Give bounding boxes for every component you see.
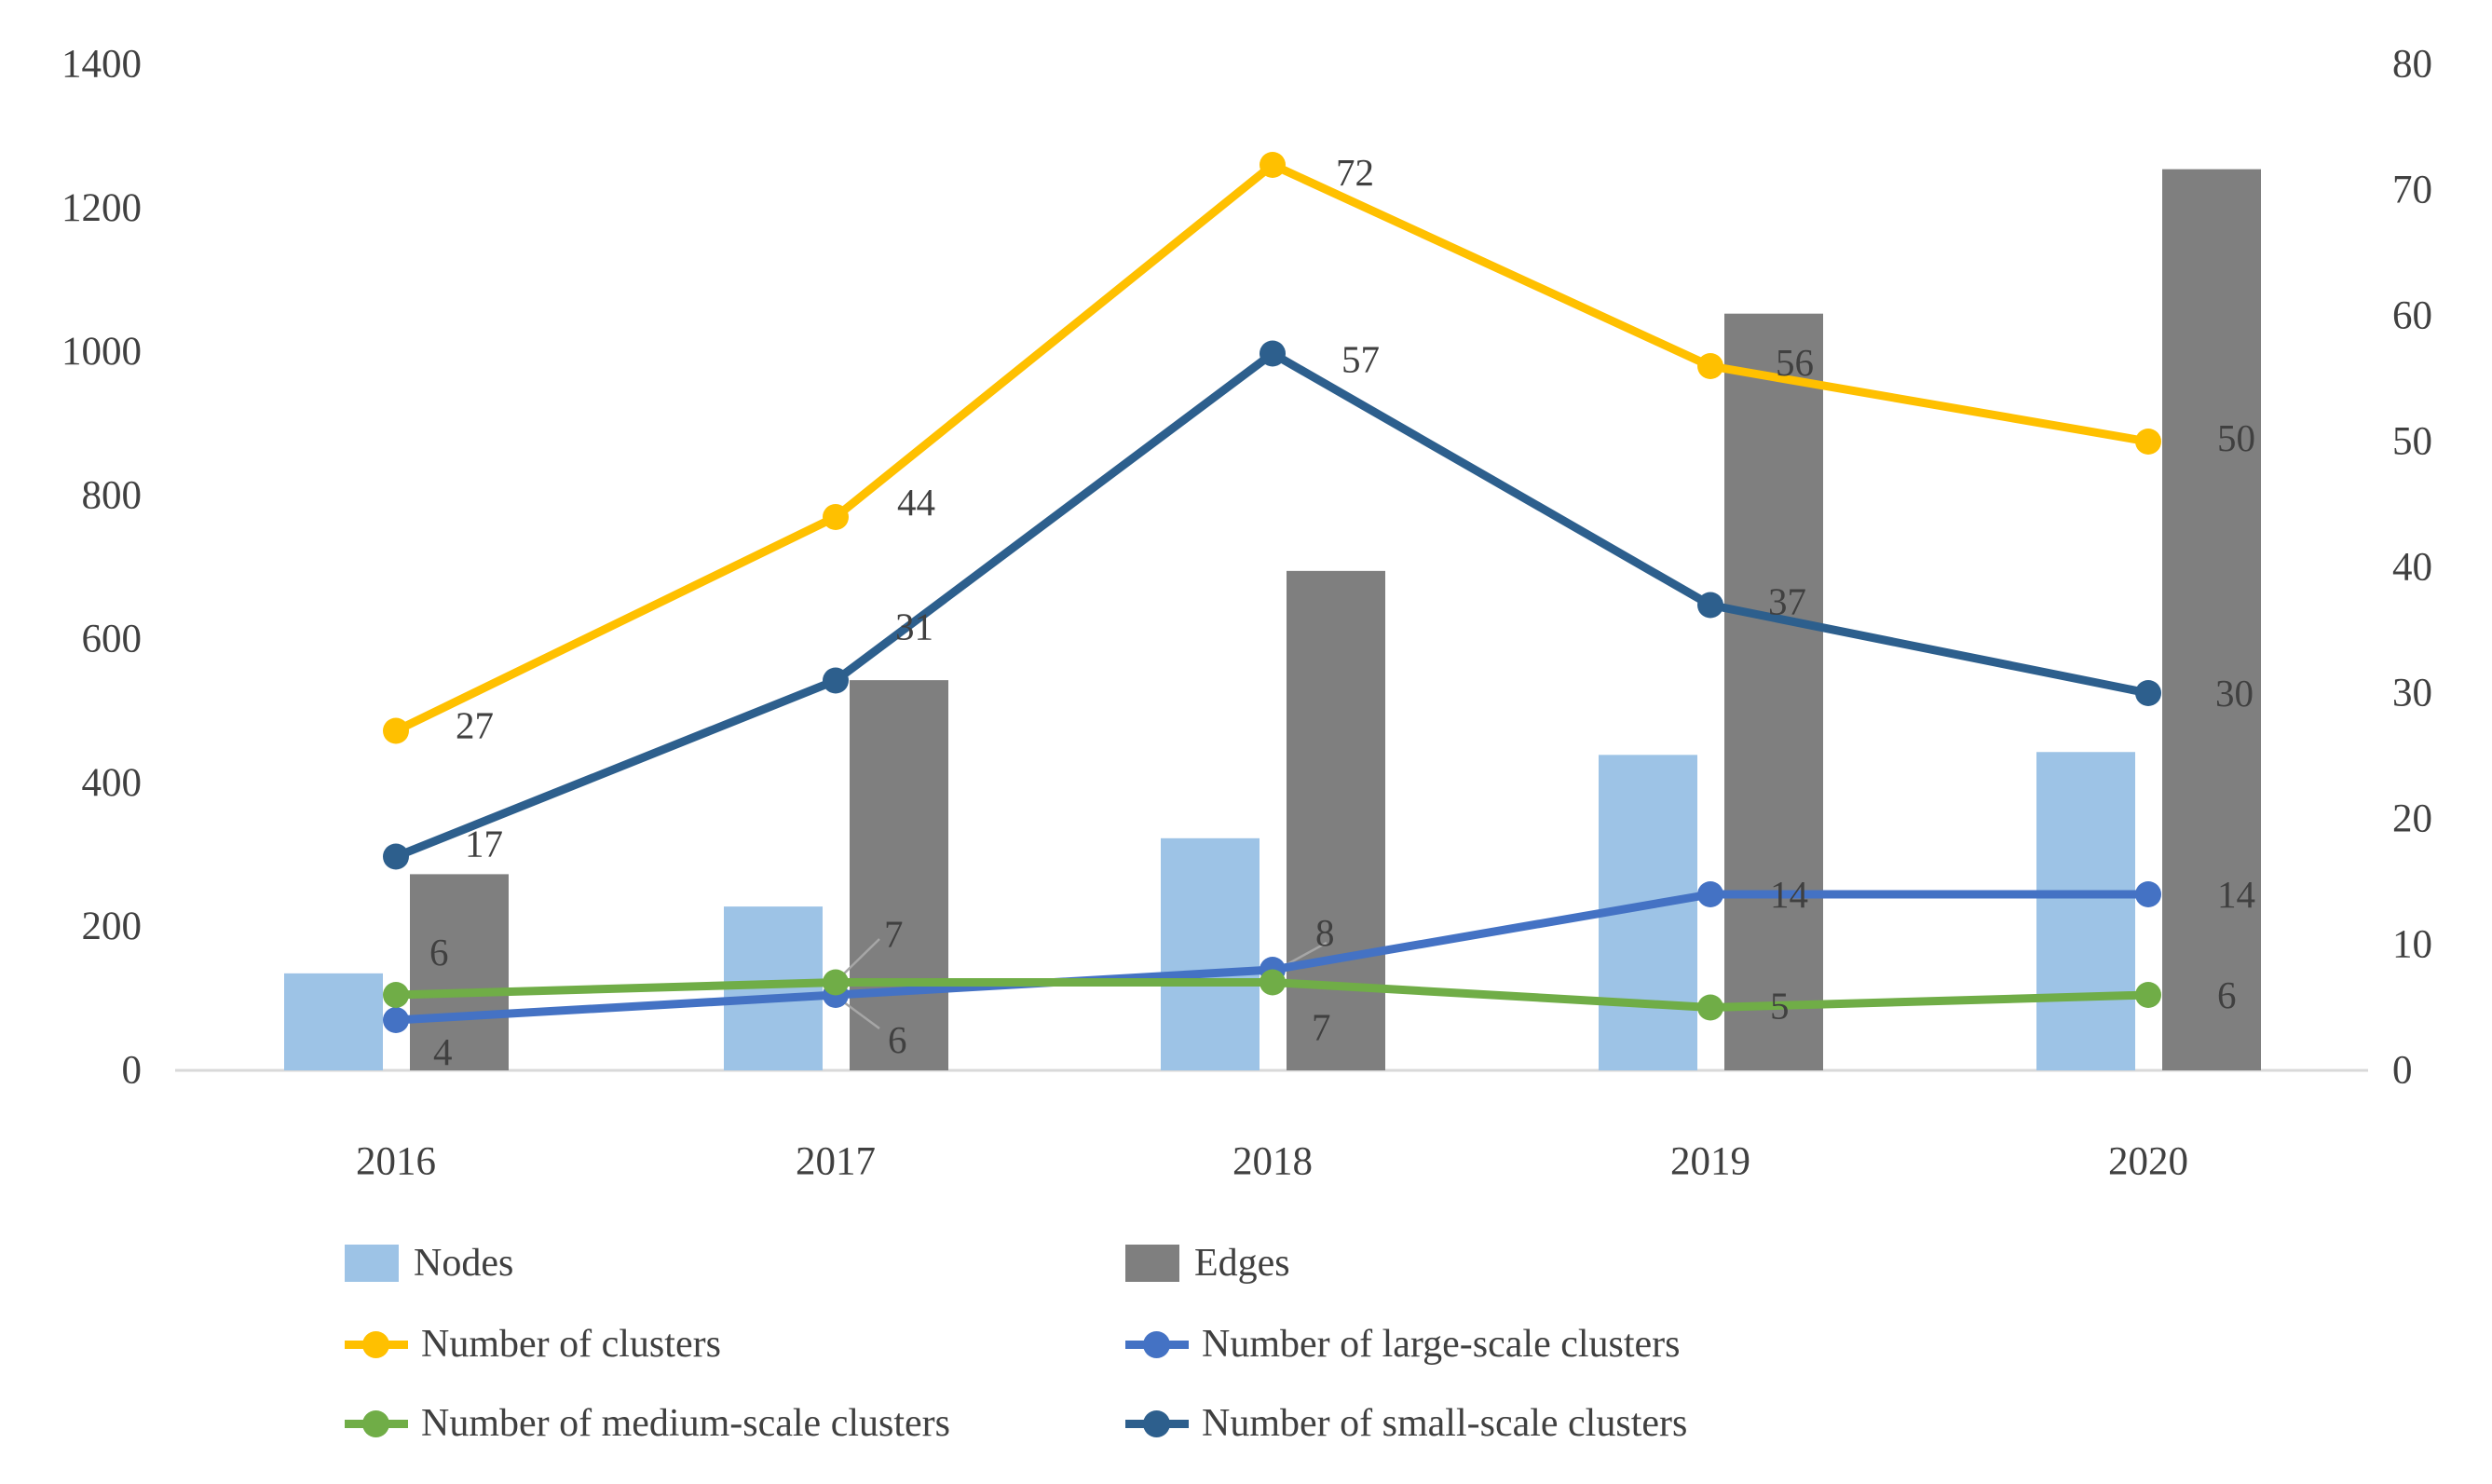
data-label-number-of-medium-scale-clusters-2018: 7	[1312, 1006, 1331, 1049]
data-label-number-of-clusters-2018: 72	[1336, 151, 1374, 194]
bar-edges-2016	[410, 874, 509, 1070]
bar-edges-2017	[850, 680, 948, 1070]
point-number-of-medium-scale-clusters-2018	[1260, 969, 1286, 996]
line-number-of-clusters	[391, 160, 2153, 735]
bar-edges-2020	[2162, 169, 2261, 1071]
data-label-number-of-large-scale-clusters-2017: 6	[888, 1018, 907, 1061]
data-label-number-of-clusters-2020: 50	[2217, 416, 2255, 459]
bar-nodes-2020	[2036, 752, 2135, 1070]
point-number-of-medium-scale-clusters-2019	[1697, 994, 1723, 1021]
point-number-of-small-scale-clusters-2017	[823, 667, 849, 694]
data-label-number-of-medium-scale-clusters-2020: 6	[2217, 973, 2237, 1016]
label-leader-line	[839, 998, 880, 1030]
data-label-number-of-medium-scale-clusters-2017: 7	[884, 913, 904, 956]
x-axis-label-2017: 2017	[796, 1140, 876, 1184]
left-axis-tick-200: 200	[82, 905, 143, 948]
x-axis-label-2018: 2018	[1232, 1140, 1313, 1184]
label-leader-line	[839, 938, 880, 978]
data-label-number-of-medium-scale-clusters-2019: 5	[1770, 985, 1790, 1028]
point-number-of-small-scale-clusters-2020	[2135, 680, 2161, 706]
point-number-of-large-scale-clusters-2020	[2135, 881, 2161, 907]
left-axis-tick-600: 600	[82, 618, 143, 661]
point-number-of-small-scale-clusters-2019	[1697, 592, 1723, 619]
data-label-number-of-small-scale-clusters-2019: 37	[1768, 580, 1806, 623]
left-axis-tick-400: 400	[82, 761, 143, 805]
bar-edges-2019	[1724, 313, 1823, 1071]
data-label-number-of-small-scale-clusters-2016: 17	[465, 823, 503, 865]
point-number-of-clusters-2017	[823, 504, 849, 530]
left-axis-tick-1200: 1200	[61, 186, 142, 230]
point-number-of-small-scale-clusters-2016	[383, 843, 409, 870]
data-label-number-of-large-scale-clusters-2016: 4	[433, 1030, 453, 1073]
data-label-number-of-medium-scale-clusters-2016: 6	[429, 931, 449, 973]
data-label-number-of-small-scale-clusters-2018: 57	[1341, 338, 1380, 381]
point-number-of-medium-scale-clusters-2020	[2135, 982, 2161, 1008]
left-axis-tick-1000: 1000	[61, 330, 142, 374]
right-axis-tick-80: 80	[2392, 43, 2432, 87]
data-label-number-of-clusters-2016: 27	[456, 704, 494, 747]
data-label-number-of-clusters-2019: 56	[1776, 341, 1814, 384]
right-axis-tick-50: 50	[2392, 420, 2432, 464]
left-axis-tick-800: 800	[82, 473, 143, 517]
data-label-number-of-large-scale-clusters-2018: 8	[1315, 911, 1335, 954]
point-number-of-clusters-2019	[1697, 353, 1723, 379]
data-label-number-of-large-scale-clusters-2020: 14	[2217, 873, 2255, 916]
data-label-number-of-small-scale-clusters-2020: 30	[2215, 672, 2254, 715]
data-label-number-of-large-scale-clusters-2019: 14	[1770, 873, 1808, 916]
data-label-number-of-small-scale-clusters-2017: 31	[895, 606, 933, 648]
point-number-of-small-scale-clusters-2018	[1260, 340, 1286, 367]
point-number-of-large-scale-clusters-2016	[383, 1007, 409, 1033]
right-axis-tick-30: 30	[2392, 672, 2432, 715]
x-axis-label-2019: 2019	[1670, 1140, 1750, 1184]
left-axis-tick-0: 0	[122, 1049, 143, 1093]
right-axis-tick-10: 10	[2392, 923, 2432, 967]
right-axis-tick-20: 20	[2392, 797, 2432, 841]
bar-edges-2018	[1287, 570, 1385, 1070]
point-number-of-clusters-2016	[383, 717, 409, 744]
x-axis-label-2016: 2016	[356, 1140, 436, 1184]
point-number-of-clusters-2020	[2135, 429, 2161, 455]
bar-nodes-2016	[284, 973, 383, 1070]
data-label-number-of-clusters-2017: 44	[897, 481, 935, 524]
left-axis-tick-1400: 1400	[61, 43, 142, 87]
right-axis-tick-60: 60	[2392, 294, 2432, 338]
point-number-of-large-scale-clusters-2019	[1697, 881, 1723, 907]
right-axis-tick-70: 70	[2392, 169, 2432, 212]
right-axis-tick-0: 0	[2392, 1049, 2413, 1093]
bar-nodes-2018	[1161, 837, 1260, 1070]
label-leader-line	[1285, 941, 1328, 967]
right-axis-tick-40: 40	[2392, 546, 2432, 590]
point-number-of-clusters-2018	[1260, 152, 1286, 178]
point-number-of-medium-scale-clusters-2016	[383, 982, 409, 1008]
point-number-of-medium-scale-clusters-2017	[823, 969, 849, 996]
x-axis-label-2020: 2020	[2108, 1140, 2188, 1184]
